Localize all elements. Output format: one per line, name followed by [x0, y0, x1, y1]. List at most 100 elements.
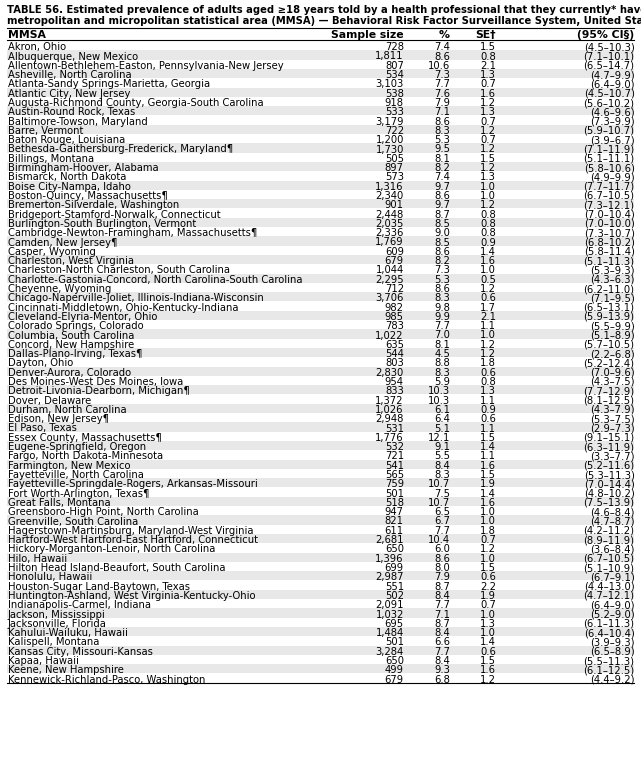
Text: Boston-Quincy, Massachusetts¶: Boston-Quincy, Massachusetts¶ [8, 191, 167, 201]
Bar [7, 608, 634, 618]
Text: 1.0: 1.0 [480, 628, 496, 638]
Text: 695: 695 [385, 619, 404, 628]
Text: 1,022: 1,022 [376, 330, 404, 341]
Text: (5.3–9.3): (5.3–9.3) [590, 266, 635, 276]
Text: 679: 679 [385, 256, 404, 266]
Text: 565: 565 [385, 470, 404, 480]
Text: 501: 501 [385, 489, 404, 499]
Text: Honolulu, Hawaii: Honolulu, Hawaii [8, 572, 92, 582]
Text: Charleston-North Charleston, South Carolina: Charleston-North Charleston, South Carol… [8, 266, 229, 276]
Text: 538: 538 [385, 89, 404, 99]
Text: Austin-Round Rock, Texas: Austin-Round Rock, Texas [8, 107, 135, 118]
Text: 1.0: 1.0 [480, 609, 496, 619]
Text: Fayetteville, North Carolina: Fayetteville, North Carolina [8, 470, 144, 480]
Text: Great Falls, Montana: Great Falls, Montana [8, 498, 110, 508]
Text: 650: 650 [385, 544, 404, 554]
Text: Kahului-Wailuku, Hawaii: Kahului-Wailuku, Hawaii [8, 628, 128, 638]
Text: 9.1: 9.1 [434, 442, 450, 452]
Text: 1.7: 1.7 [480, 303, 496, 313]
Text: 821: 821 [385, 517, 404, 527]
Text: Farmington, New Mexico: Farmington, New Mexico [8, 461, 130, 471]
Text: 8.6: 8.6 [434, 52, 450, 61]
Text: 759: 759 [385, 479, 404, 490]
Text: 8.1: 8.1 [434, 340, 450, 350]
Text: Charleston, West Virginia: Charleston, West Virginia [8, 256, 134, 266]
Text: (6.4–9.0): (6.4–9.0) [590, 600, 635, 610]
Text: Kalispell, Montana: Kalispell, Montana [8, 638, 99, 647]
Text: 1,730: 1,730 [376, 144, 404, 155]
Text: 8.6: 8.6 [434, 117, 450, 127]
Text: 1.2: 1.2 [480, 675, 496, 685]
Text: (6.7–10.5): (6.7–10.5) [583, 191, 635, 201]
Text: 6.7: 6.7 [434, 517, 450, 527]
Bar [7, 106, 634, 115]
Text: 1,769: 1,769 [375, 238, 404, 247]
Text: 954: 954 [385, 377, 404, 387]
Text: 9.9: 9.9 [434, 312, 450, 322]
Text: 0.7: 0.7 [480, 117, 496, 127]
Text: 609: 609 [385, 247, 404, 257]
Text: 505: 505 [385, 154, 404, 164]
Text: 7.0: 7.0 [434, 330, 450, 341]
Text: 0.8: 0.8 [480, 209, 496, 219]
Text: 1.4: 1.4 [480, 489, 496, 499]
Text: Kansas City, Missouri-Kansas: Kansas City, Missouri-Kansas [8, 647, 153, 657]
Text: (4.7–9.9): (4.7–9.9) [590, 70, 635, 80]
Text: 1.6: 1.6 [480, 89, 496, 99]
Bar [7, 273, 634, 283]
Text: 947: 947 [385, 507, 404, 517]
Text: 1.4: 1.4 [480, 638, 496, 647]
Text: (5.2–11.6): (5.2–11.6) [583, 461, 635, 471]
Bar [7, 478, 634, 487]
Text: 8.2: 8.2 [434, 256, 450, 266]
Text: Allentown-Bethlehem-Easton, Pennsylvania-New Jersey: Allentown-Bethlehem-Easton, Pennsylvania… [8, 61, 283, 71]
Text: 534: 534 [385, 70, 404, 80]
Text: 2.2: 2.2 [480, 581, 496, 591]
Text: Barre, Vermont: Barre, Vermont [8, 126, 83, 136]
Bar [7, 515, 634, 524]
Text: 3,179: 3,179 [376, 117, 404, 127]
Text: (4.8–10.2): (4.8–10.2) [584, 489, 635, 499]
Text: 0.8: 0.8 [480, 377, 496, 387]
Text: SE†: SE† [476, 30, 496, 40]
Text: 3,284: 3,284 [376, 647, 404, 657]
Text: 518: 518 [385, 498, 404, 508]
Text: (6.1–11.3): (6.1–11.3) [583, 619, 635, 628]
Text: 1.1: 1.1 [480, 321, 496, 331]
Text: Akron, Ohio: Akron, Ohio [8, 43, 66, 52]
Text: (5.6–10.2): (5.6–10.2) [583, 98, 635, 108]
Text: Denver-Aurora, Colorado: Denver-Aurora, Colorado [8, 367, 131, 378]
Text: 0.7: 0.7 [480, 80, 496, 90]
Text: 1.0: 1.0 [480, 554, 496, 564]
Text: (4.4–9.2): (4.4–9.2) [590, 675, 635, 685]
Text: Indianapolis-Carmel, Indiana: Indianapolis-Carmel, Indiana [8, 600, 151, 610]
Text: 8.0: 8.0 [434, 563, 450, 573]
Text: Sample size: Sample size [331, 30, 404, 40]
Text: Baltimore-Towson, Maryland: Baltimore-Towson, Maryland [8, 117, 147, 127]
Text: Albuquerque, New Mexico: Albuquerque, New Mexico [8, 52, 138, 61]
Text: (95% CI§): (95% CI§) [578, 30, 635, 40]
Bar [7, 292, 634, 301]
Text: Detroit-Livonia-Dearborn, Michigan¶: Detroit-Livonia-Dearborn, Michigan¶ [8, 386, 190, 396]
Text: 7.3: 7.3 [434, 266, 450, 276]
Text: (5.7–10.5): (5.7–10.5) [583, 340, 635, 350]
Text: 5.3: 5.3 [434, 275, 450, 285]
Text: 9.7: 9.7 [434, 200, 450, 210]
Text: %: % [439, 30, 450, 40]
Text: 1.0: 1.0 [480, 330, 496, 341]
Text: 10.3: 10.3 [428, 395, 450, 405]
Text: 0.6: 0.6 [480, 367, 496, 378]
Text: El Paso, Texas: El Paso, Texas [8, 424, 76, 433]
Text: 699: 699 [385, 563, 404, 573]
Text: 6.0: 6.0 [434, 544, 450, 554]
Text: 533: 533 [385, 107, 404, 118]
Text: 12.1: 12.1 [428, 433, 450, 442]
Text: 1,396: 1,396 [376, 554, 404, 564]
Text: 5.9: 5.9 [434, 377, 450, 387]
Text: Keene, New Hampshire: Keene, New Hampshire [8, 666, 124, 676]
Text: Billings, Montana: Billings, Montana [8, 154, 94, 164]
Text: (2.9–7.3): (2.9–7.3) [590, 424, 635, 433]
Text: 7.4: 7.4 [434, 172, 450, 182]
Text: 1,776: 1,776 [375, 433, 404, 442]
Text: (4.6–8.4): (4.6–8.4) [590, 507, 635, 517]
